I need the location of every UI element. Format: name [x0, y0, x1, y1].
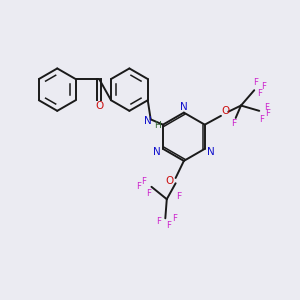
- Text: F: F: [253, 78, 258, 87]
- Text: N: N: [153, 147, 160, 158]
- Text: F: F: [136, 182, 142, 191]
- Text: N: N: [145, 116, 152, 126]
- Text: F: F: [176, 192, 181, 201]
- Text: F: F: [266, 109, 271, 118]
- Text: F: F: [156, 217, 161, 226]
- Text: O: O: [221, 106, 229, 116]
- Text: O: O: [95, 100, 103, 110]
- Text: F: F: [257, 89, 262, 98]
- Text: F: F: [141, 177, 146, 186]
- Text: H: H: [154, 122, 161, 130]
- Text: F: F: [166, 221, 171, 230]
- Text: N: N: [180, 102, 188, 112]
- Text: F: F: [264, 103, 269, 112]
- Text: O: O: [166, 176, 174, 186]
- Text: F: F: [259, 115, 264, 124]
- Text: F: F: [172, 214, 177, 223]
- Text: F: F: [261, 82, 266, 91]
- Text: F: F: [146, 189, 151, 198]
- Text: N: N: [207, 147, 215, 158]
- Text: F: F: [231, 119, 236, 128]
